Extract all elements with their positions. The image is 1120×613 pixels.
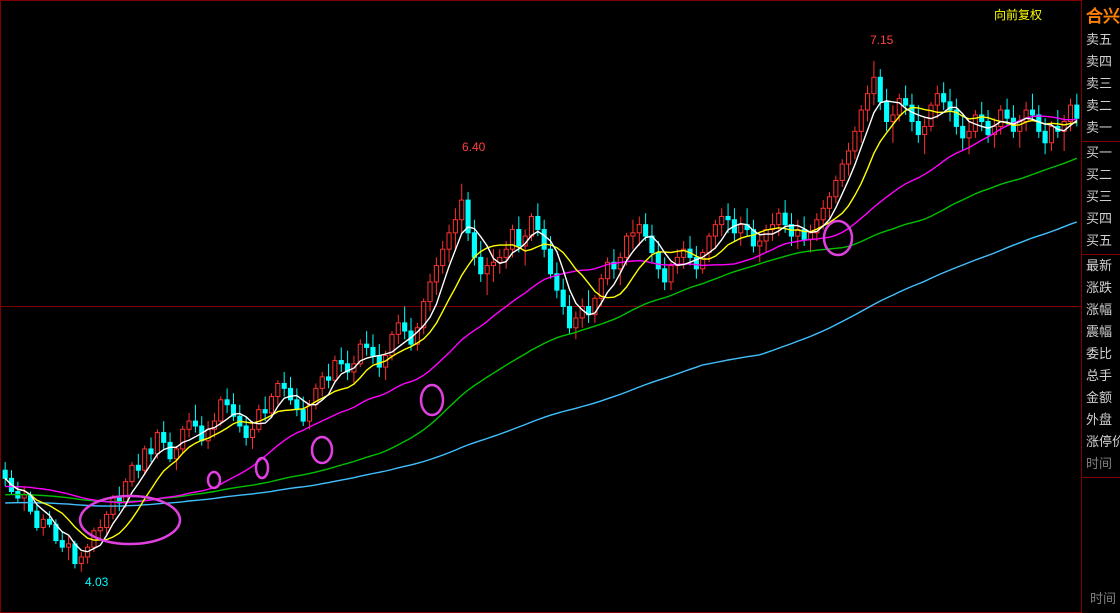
stock-name: 合兴 [1082, 0, 1120, 30]
panel-row: 涨幅 [1082, 300, 1120, 322]
fq-label: 向前复权 [994, 6, 1042, 23]
panel-row: 卖一 [1082, 118, 1120, 140]
panel-separator [1082, 254, 1120, 255]
panel-row: 卖四 [1082, 52, 1120, 74]
panel-row: 买五 [1082, 231, 1120, 253]
panel-row: 卖五 [1082, 30, 1120, 52]
panel-row: 最新 [1082, 256, 1120, 278]
panel-row: 涨停价 [1082, 432, 1120, 454]
price-label: 6.40 [462, 140, 485, 154]
panel-row: 涨跌 [1082, 278, 1120, 300]
price-label: 7.15 [870, 33, 893, 47]
candles [3, 61, 1079, 572]
chart-area[interactable]: 向前复权 4.03 6.40 7.15 [0, 0, 1082, 613]
price-label: 4.03 [85, 575, 108, 589]
panel-row: 卖二 [1082, 96, 1120, 118]
panel-row: 买二 [1082, 165, 1120, 187]
panel-separator [1082, 141, 1120, 142]
panel-row: 总手 [1082, 366, 1120, 388]
panel-row: 买三 [1082, 187, 1120, 209]
panel-row: 买一 [1082, 143, 1120, 165]
panel-separator [1082, 477, 1120, 478]
panel-row: 金额 [1082, 388, 1120, 410]
panel-row: 买四 [1082, 209, 1120, 231]
panel-row: 卖三 [1082, 74, 1120, 96]
bottom-time-label: 时间 [1086, 589, 1120, 611]
candlestick-chart [0, 0, 1082, 613]
panel-row: 委比 [1082, 344, 1120, 366]
panel-row: 震幅 [1082, 322, 1120, 344]
panel-rows-container: 卖五卖四卖三卖二卖一买一买二买三买四买五最新涨跌涨幅震幅委比总手金额外盘涨停价时… [1082, 30, 1120, 478]
order-book-panel: 合兴 卖五卖四卖三卖二卖一买一买二买三买四买五最新涨跌涨幅震幅委比总手金额外盘涨… [1081, 0, 1120, 613]
panel-row: 外盘 [1082, 410, 1120, 432]
panel-row: 时间 [1082, 454, 1120, 476]
